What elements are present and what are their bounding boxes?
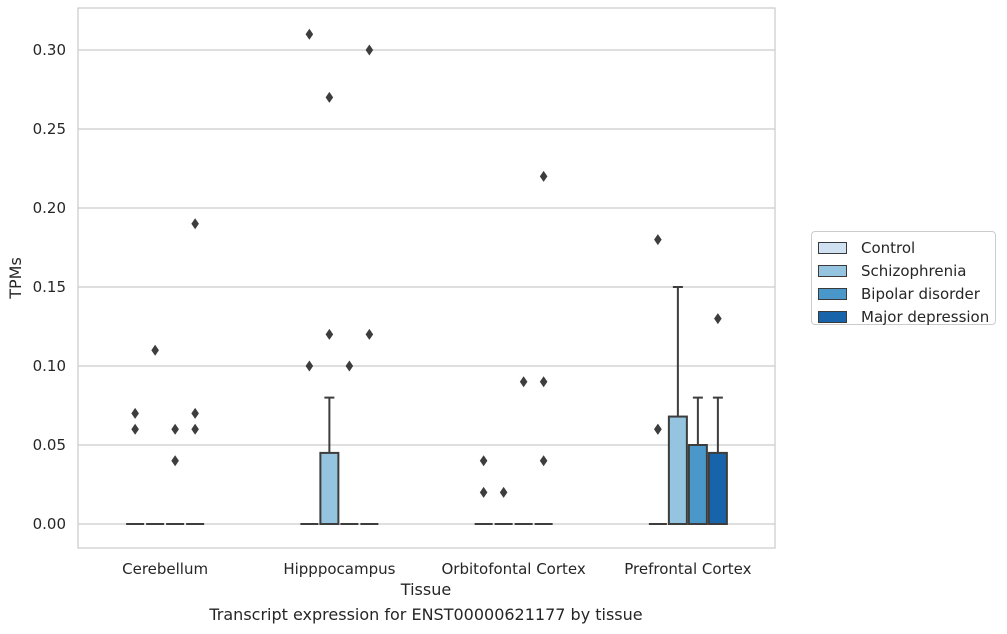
outlier-point [365, 44, 374, 56]
x-tick-label: Orbitofontal Cortex [442, 560, 586, 578]
legend-item-schizophrenia: Schizophrenia [818, 259, 995, 282]
outlier-point [539, 376, 548, 388]
x-tick-labels: Cerebellum Hipppocampus Orbitofontal Corte… [122, 560, 751, 578]
outlier-point [171, 455, 179, 467]
box-major-depression [707, 451, 728, 525]
outlier-point [305, 360, 314, 372]
outlier-point [325, 328, 334, 340]
legend-label-schizophrenia: Schizophrenia [861, 261, 967, 280]
box-bipolar-disorder [687, 444, 708, 525]
outlier-point [539, 170, 548, 182]
outlier-point [499, 486, 508, 498]
outlier-point [131, 423, 139, 435]
grid-lines [78, 49, 775, 525]
outlier-point [654, 423, 662, 435]
outlier-point [325, 91, 334, 103]
legend-swatch-schizophrenia [818, 264, 847, 277]
outlier-point [479, 455, 488, 467]
y-tick-label: 0.15 [33, 278, 66, 296]
outlier-point [171, 423, 179, 435]
y-tick-label: 0.10 [33, 357, 66, 375]
y-tick-label: 0.20 [33, 199, 66, 217]
figure-caption: Transcript expression for ENST0000062117… [209, 605, 643, 624]
y-tick-label: 0.05 [33, 436, 66, 454]
legend-label-major-depression: Major depression [861, 307, 990, 326]
legend-label-bipolar-disorder: Bipolar disorder [861, 284, 980, 303]
outlier-point [131, 407, 139, 419]
y-axis-label: TPMs [6, 257, 25, 300]
legend-item-bipolar-disorder: Bipolar disorder [818, 282, 995, 305]
legend: Control Schizophrenia Bipolar disorder M… [811, 231, 996, 328]
legend-item-control: Control [818, 236, 995, 259]
legend-swatch-control [818, 241, 847, 254]
y-tick-labels: 0.00 0.05 0.10 0.15 0.20 0.25 0.30 [33, 41, 66, 533]
box-schizophrenia [319, 451, 340, 525]
outlier-point [305, 28, 314, 40]
y-tick-label: 0.00 [33, 515, 66, 533]
legend-label-control: Control [861, 238, 916, 257]
outlier-point [714, 313, 722, 325]
outlier-point [151, 344, 159, 356]
outlier-point [345, 360, 354, 372]
plot-frame [77, 7, 776, 549]
legend-swatch-bipolar-disorder [818, 287, 847, 300]
y-tick-label: 0.25 [33, 120, 66, 138]
box-schizophrenia [667, 415, 688, 525]
legend-swatch-major-depression [818, 310, 847, 323]
outlier-point [191, 218, 199, 230]
x-tick-label: Prefrontal Cortex [624, 560, 751, 578]
outlier-point [191, 407, 199, 419]
outlier-point [191, 423, 199, 435]
outlier-point [539, 455, 548, 467]
x-tick-label: Cerebellum [122, 560, 208, 578]
y-tick-label: 0.30 [33, 41, 66, 59]
outlier-point [479, 486, 488, 498]
x-axis-label: Tissue [400, 580, 451, 599]
box-plot-marks [126, 28, 728, 525]
x-tick-label: Hipppocampus [283, 560, 395, 578]
legend-item-major-depression: Major depression [818, 305, 995, 328]
outlier-point [654, 234, 662, 246]
outlier-point [365, 328, 374, 340]
outlier-point [519, 376, 528, 388]
